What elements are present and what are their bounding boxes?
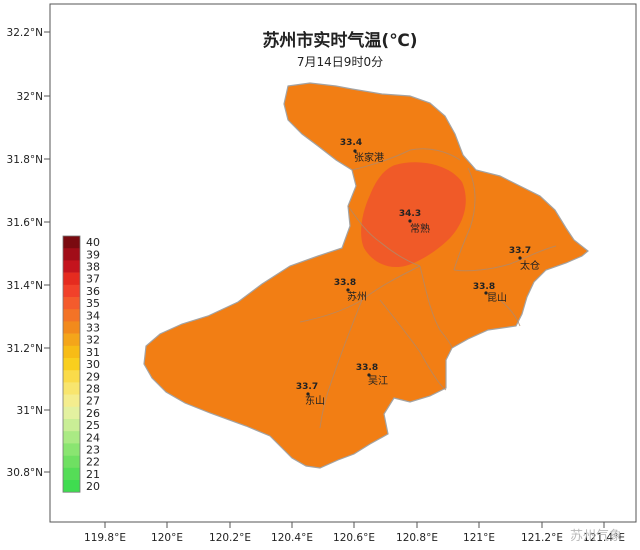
- legend-label: 24: [86, 431, 100, 444]
- legend-label: 37: [86, 273, 100, 286]
- legend-swatch: [63, 480, 80, 493]
- legend-swatch: [63, 370, 80, 383]
- legend-label: 20: [86, 480, 100, 493]
- lon-tick-label: 121.2°E: [521, 532, 563, 544]
- station-dot: [346, 288, 350, 292]
- legend-border: [62, 235, 81, 493]
- legend-label: 32: [86, 334, 100, 347]
- legend-label: 25: [86, 419, 100, 432]
- lat-tick-label: 31.4°N: [7, 280, 43, 292]
- lon-tick-label: 120.4°E: [271, 532, 313, 544]
- lon-axis: 119.8°E 120°E 120.2°E 120.4°E 120.6°E 12…: [84, 522, 625, 544]
- legend-label: 38: [86, 261, 100, 274]
- station-name: 东山: [305, 394, 325, 407]
- station-kunshan: 33.8 昆山: [473, 282, 507, 304]
- legend-swatch: [63, 309, 80, 322]
- suzhou-region: [143, 82, 589, 469]
- station-value: 33.4: [340, 138, 362, 148]
- lat-tick-label: 31°N: [17, 405, 43, 417]
- legend-label: 35: [86, 297, 100, 310]
- legend-label: 28: [86, 383, 100, 396]
- legend-swatch: [63, 297, 80, 310]
- legend-label: 21: [86, 468, 100, 481]
- legend-label: 27: [86, 395, 100, 408]
- legend-label: 40: [86, 236, 100, 249]
- lat-tick-label: 31.6°N: [7, 217, 43, 229]
- station-name: 苏州: [347, 290, 367, 303]
- station-value: 34.3: [399, 209, 421, 219]
- legend-label: 29: [86, 370, 100, 383]
- station-dot: [353, 149, 357, 153]
- station-value: 33.7: [509, 246, 531, 256]
- station-value: 33.8: [473, 282, 495, 292]
- legend-label: 39: [86, 248, 100, 261]
- district-borders: [299, 148, 557, 429]
- station-dot: [306, 392, 310, 396]
- lon-tick-label: 121°E: [463, 532, 495, 544]
- station-value: 33.8: [334, 278, 356, 288]
- station-dot: [518, 256, 522, 260]
- station-dot: [408, 219, 412, 223]
- lon-tick-label: 120°E: [151, 532, 183, 544]
- station-name: 昆山: [487, 292, 507, 304]
- station-suzhou: 33.8 苏州: [334, 278, 367, 303]
- lat-axis: 32.2°N 32°N 31.8°N 31.6°N 31.4°N 31.2°N …: [7, 27, 50, 479]
- lon-tick-label: 120.2°E: [209, 532, 251, 544]
- legend-label: 33: [86, 322, 100, 335]
- lat-tick-label: 32°N: [17, 91, 43, 103]
- lon-tick-label: 121.4°E: [583, 532, 625, 544]
- legend-swatch: [63, 260, 80, 273]
- station-value: 33.8: [356, 363, 378, 373]
- station-name: 常熟: [410, 222, 430, 235]
- station-wujiang: 33.8 吴江: [356, 363, 388, 387]
- station-name: 太仓: [520, 259, 540, 272]
- legend-swatch: [63, 345, 80, 359]
- legend-swatch: [63, 321, 80, 334]
- temperature-legend: 4039383736353433323130292827262524232221…: [62, 235, 100, 493]
- legend-swatch: [63, 406, 80, 420]
- station-dongshan: 33.7 东山: [296, 382, 325, 407]
- legend-swatch: [63, 333, 80, 347]
- legend-swatch: [63, 284, 80, 298]
- map-subtitle: 7月14日9时0分: [297, 55, 383, 69]
- lat-tick-label: 32.2°N: [7, 27, 43, 39]
- station-changshu: 34.3 常熟: [399, 209, 430, 235]
- legend-swatch: [63, 431, 80, 444]
- lat-tick-label: 31.2°N: [7, 343, 43, 355]
- legend-label: 23: [86, 444, 100, 457]
- legend-swatch: [63, 394, 80, 408]
- legend-swatch: [63, 272, 80, 286]
- station-name: 张家港: [354, 151, 384, 164]
- legend-label: 36: [86, 285, 100, 298]
- lon-tick-label: 120.8°E: [396, 532, 438, 544]
- station-dot: [367, 373, 371, 377]
- legend-swatch: [63, 419, 80, 432]
- station-value: 33.7: [296, 382, 318, 392]
- legend-label: 31: [86, 346, 100, 359]
- legend-swatch: [63, 358, 80, 371]
- legend-swatch: [63, 382, 80, 395]
- legend-swatch: [63, 236, 80, 249]
- lat-tick-label: 30.8°N: [7, 467, 43, 479]
- watermark: 苏州气象: [570, 528, 622, 544]
- station-dot: [484, 291, 488, 295]
- legend-label: 34: [86, 309, 100, 322]
- lat-tick-label: 31.8°N: [7, 154, 43, 166]
- legend-label: 30: [86, 358, 100, 371]
- station-taicang: 33.7 太仓: [509, 246, 540, 272]
- legend-swatch: [63, 443, 80, 456]
- lon-tick-label: 119.8°E: [84, 532, 126, 544]
- legend-swatch: [63, 467, 80, 481]
- map-title: 苏州市实时气温(℃): [262, 30, 417, 51]
- legend-label: 26: [86, 407, 100, 420]
- legend-label: 22: [86, 456, 100, 469]
- station-zhangjiagang: 33.4 张家港: [340, 138, 384, 164]
- station-name: 吴江: [368, 375, 388, 387]
- legend-swatch: [63, 248, 80, 261]
- hot-zone: [361, 162, 466, 268]
- lon-tick-label: 120.6°E: [333, 532, 375, 544]
- legend-swatch: [63, 455, 80, 469]
